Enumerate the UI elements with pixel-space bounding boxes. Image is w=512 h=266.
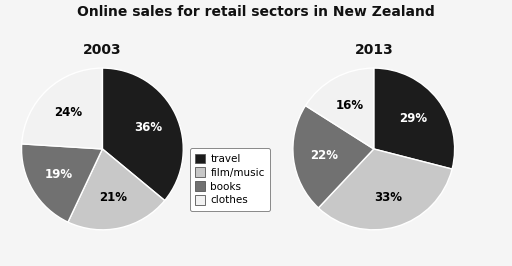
Text: 36%: 36% [134,121,162,134]
Wedge shape [306,68,374,149]
Text: 22%: 22% [310,149,338,162]
Wedge shape [293,106,374,208]
Text: 19%: 19% [45,168,73,181]
Wedge shape [22,144,102,222]
Wedge shape [374,68,455,169]
Text: 2013: 2013 [354,43,393,57]
Text: 16%: 16% [335,98,364,111]
Wedge shape [318,149,452,230]
Wedge shape [68,149,165,230]
Text: 29%: 29% [399,112,428,125]
Wedge shape [102,68,183,201]
Wedge shape [22,68,102,149]
Text: 2003: 2003 [83,43,122,57]
Text: 24%: 24% [54,106,82,119]
Text: Online sales for retail sectors in New Zealand: Online sales for retail sectors in New Z… [77,5,435,19]
Text: 21%: 21% [99,192,127,204]
Text: 33%: 33% [374,191,402,203]
Legend: travel, film/music, books, clothes: travel, film/music, books, clothes [189,148,270,211]
